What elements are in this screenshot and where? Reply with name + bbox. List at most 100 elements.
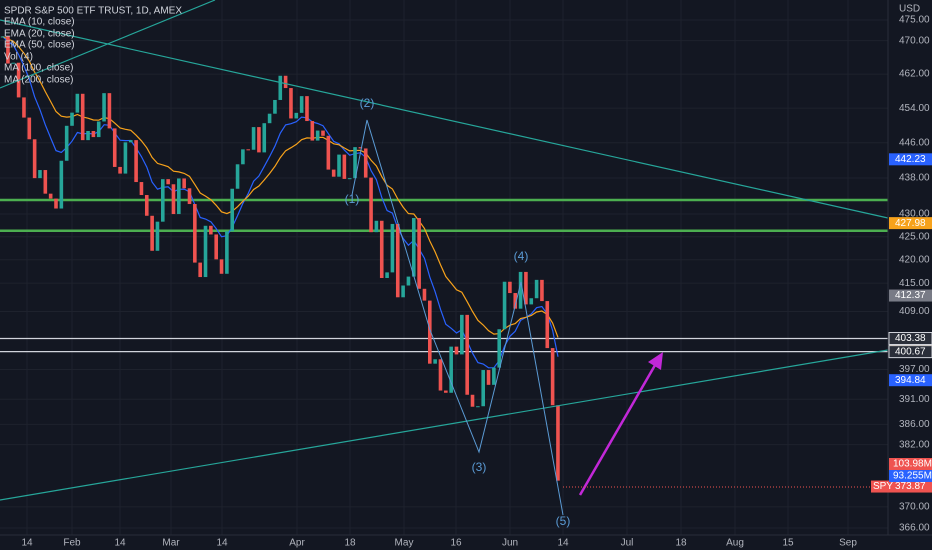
- y-tick-label: 370.00: [899, 501, 930, 512]
- candle: [508, 281, 512, 294]
- candle: [38, 170, 42, 179]
- y-tick-label: 446.00: [899, 137, 930, 148]
- x-tick-label: Sep: [839, 538, 857, 549]
- candle: [497, 329, 502, 368]
- wave-label: (4): [514, 249, 529, 263]
- candle: [438, 359, 443, 391]
- candle: [27, 117, 32, 140]
- price-tag: [888, 345, 932, 359]
- candle: [444, 390, 448, 393]
- candle: [43, 170, 48, 194]
- candle: [0, 36, 5, 38]
- y-tick-label: 415.00: [899, 278, 930, 289]
- candle: [353, 147, 357, 179]
- candle: [289, 88, 293, 119]
- candle: [379, 220, 384, 278]
- candle: [70, 112, 74, 126]
- candle: [428, 300, 432, 364]
- candle: [241, 149, 245, 165]
- wave-label: (2): [360, 96, 375, 110]
- price-tag: [889, 153, 932, 166]
- candle: [395, 223, 400, 298]
- candle: [209, 225, 213, 235]
- candle: [91, 131, 96, 138]
- candle: [283, 75, 288, 89]
- candle: [219, 259, 224, 274]
- candle: [203, 225, 208, 278]
- candle: [128, 140, 133, 143]
- x-tick-label: May: [395, 538, 414, 549]
- candle: [257, 127, 261, 153]
- wave-label: (1): [345, 192, 360, 206]
- candle: [417, 218, 421, 289]
- candle: [273, 99, 277, 114]
- trend-line: [0, 349, 889, 501]
- candle: [278, 75, 283, 100]
- candle: [166, 179, 170, 185]
- candle: [6, 36, 10, 64]
- y-tick-label: 397.00: [899, 364, 930, 375]
- candle: [550, 348, 555, 406]
- price-tag-label: 394.84: [895, 375, 926, 386]
- candle: [363, 148, 368, 178]
- candle: [86, 131, 90, 141]
- price-tag: [888, 331, 932, 345]
- x-tick-label: 18: [675, 538, 687, 549]
- axis-labels: 475.00 470.00 462.00 454.00 446.00 438.00 430.…: [21, 15, 932, 549]
- volume-tag: [889, 458, 932, 470]
- candle: [112, 128, 117, 167]
- candle: [187, 188, 192, 205]
- wave-label: (3): [472, 460, 487, 474]
- candle: [540, 279, 544, 302]
- candle: [294, 112, 299, 119]
- price-tag-label: 412.37: [895, 290, 926, 301]
- candle: [171, 184, 176, 215]
- y-tick-label: 409.00: [899, 306, 930, 317]
- legend-item: EMA (20, close): [4, 29, 75, 40]
- candle: [374, 220, 379, 233]
- symbol-tag: [871, 480, 889, 493]
- y-tick-label: 420.00: [899, 254, 930, 265]
- legend-item: MA (200, close): [4, 75, 73, 86]
- price-tag: [889, 289, 932, 302]
- candle: [326, 135, 331, 170]
- trend-line: [0, 19, 889, 219]
- candle: [422, 288, 427, 301]
- legend-item: Vol (4): [4, 52, 33, 63]
- candle: [262, 123, 267, 153]
- currency: USD: [899, 4, 920, 15]
- candle: [411, 218, 416, 277]
- candle: [449, 346, 453, 393]
- candle: [150, 215, 154, 251]
- candle: [80, 93, 85, 141]
- x-tick-label: 15: [782, 538, 794, 549]
- candle: [64, 125, 69, 161]
- candle: [107, 93, 112, 129]
- candle: [267, 113, 272, 124]
- price-tag: [889, 374, 932, 387]
- legend-item: EMA (50, close): [4, 40, 75, 51]
- price-tag: [889, 217, 932, 230]
- candle: [534, 279, 539, 299]
- y-tick-label: 475.00: [899, 15, 930, 26]
- candle: [331, 169, 336, 177]
- x-tick-label: 14: [216, 538, 228, 549]
- candle: [123, 142, 128, 174]
- plot-area: [0, 0, 888, 535]
- y-tick-label: 425.00: [899, 231, 930, 242]
- candle: [492, 367, 496, 385]
- wave-label: (5): [556, 514, 571, 528]
- candle: [246, 149, 251, 151]
- trend-line: [0, 0, 216, 89]
- legend-title: SPDR S&P 500 ETF TRUST, 1D, AMEX: [4, 6, 182, 17]
- candle: [390, 223, 395, 273]
- x-tick-label: Mar: [162, 538, 180, 549]
- candle: [177, 178, 181, 215]
- candle: [470, 394, 475, 407]
- candle: [11, 62, 16, 64]
- candle: [193, 204, 197, 263]
- candle: [102, 93, 106, 122]
- volume-tag-label: 103.98M: [893, 459, 932, 470]
- price-tag-label: 403.38: [895, 333, 926, 344]
- candle: [342, 154, 347, 179]
